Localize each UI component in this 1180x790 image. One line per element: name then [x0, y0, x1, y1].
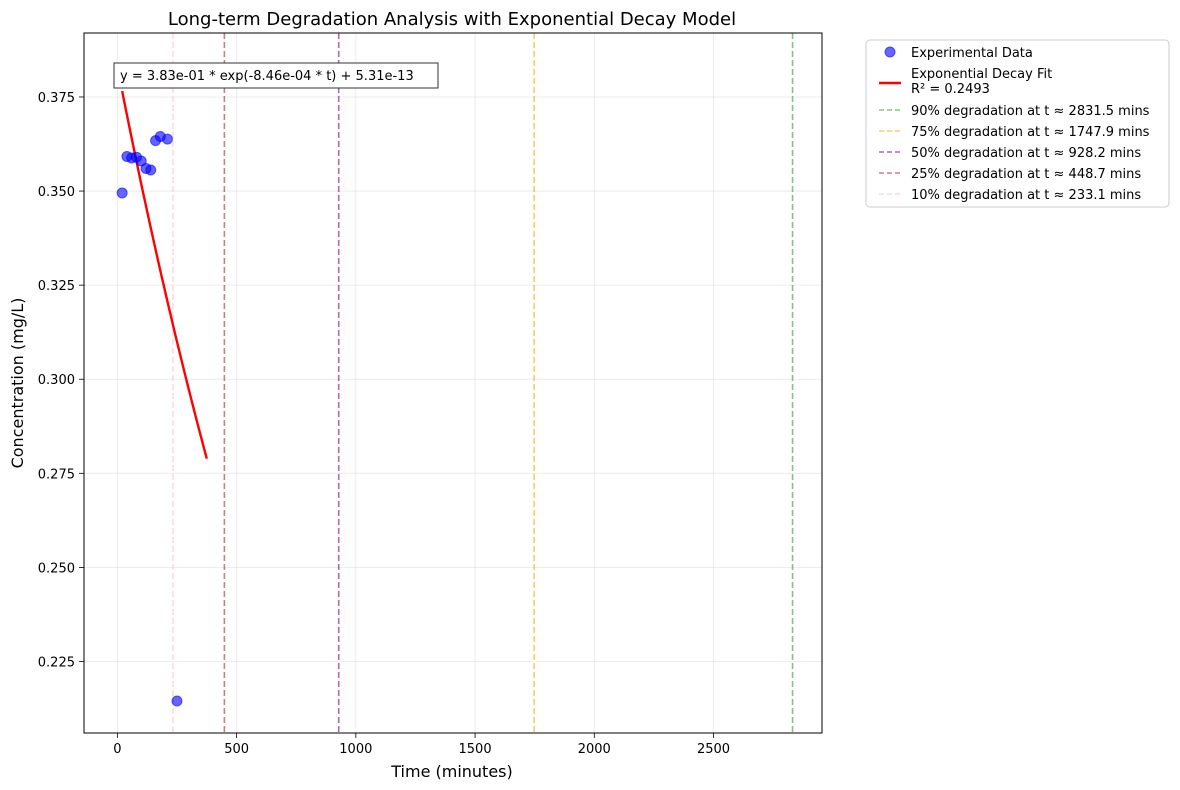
legend-label: 75% degradation at t ≈ 1747.9 mins	[911, 125, 1150, 140]
data-point	[161, 133, 173, 145]
x-tick-label: 2500	[697, 742, 730, 757]
y-tick-label: 0.225	[38, 655, 75, 670]
legend-label: 50% degradation at t ≈ 928.2 mins	[911, 146, 1141, 161]
x-tick-label: 2000	[578, 742, 611, 757]
data-point	[171, 695, 183, 707]
y-tick-label: 0.275	[38, 467, 75, 482]
x-axis-ticks: 0 500 1000 1500 2000 2500	[113, 733, 730, 757]
legend-frame	[865, 39, 1170, 208]
y-tick-label: 0.375	[38, 91, 75, 106]
legend-label: 25% degradation at t ≈ 448.7 mins	[911, 167, 1141, 182]
y-axis-ticks: 0.225 0.250 0.275 0.300 0.325 0.350 0.375	[38, 91, 84, 670]
y-axis-label: Concentration (mg/L)	[8, 298, 27, 469]
data-point	[145, 164, 157, 176]
legend-marker-scatter	[884, 46, 896, 58]
legend-label: Exponential Decay Fit	[911, 67, 1052, 82]
x-tick-label: 500	[224, 742, 249, 757]
x-tick-label: 0	[113, 742, 121, 757]
x-tick-label: 1500	[459, 742, 492, 757]
data-point	[116, 187, 128, 199]
grid	[84, 33, 822, 733]
x-tick-label: 1000	[339, 742, 372, 757]
y-tick-label: 0.325	[38, 279, 75, 294]
legend-label: 90% degradation at t ≈ 2831.5 mins	[911, 104, 1150, 119]
legend-label: 10% degradation at t ≈ 233.1 mins	[911, 188, 1141, 203]
x-axis-label: Time (minutes)	[390, 762, 513, 781]
y-tick-label: 0.300	[38, 373, 75, 388]
chart-title: Long-term Degradation Analysis with Expo…	[168, 9, 736, 30]
legend-label: Experimental Data	[911, 46, 1033, 61]
legend-label: R² = 0.2493	[911, 82, 990, 97]
axes-frame	[83, 32, 823, 734]
legend: Experimental Data Exponential Decay FitR²…	[865, 39, 1170, 208]
equation-box: y = 3.83e-01 * exp(-8.46e-04 * t) + 5.31…	[113, 62, 439, 89]
y-tick-label: 0.350	[38, 185, 75, 200]
equation-label: y = 3.83e-01 * exp(-8.46e-04 * t) + 5.31…	[120, 69, 414, 84]
data-points	[116, 130, 183, 707]
y-tick-label: 0.250	[38, 561, 75, 576]
equation-box-frame	[113, 62, 439, 89]
